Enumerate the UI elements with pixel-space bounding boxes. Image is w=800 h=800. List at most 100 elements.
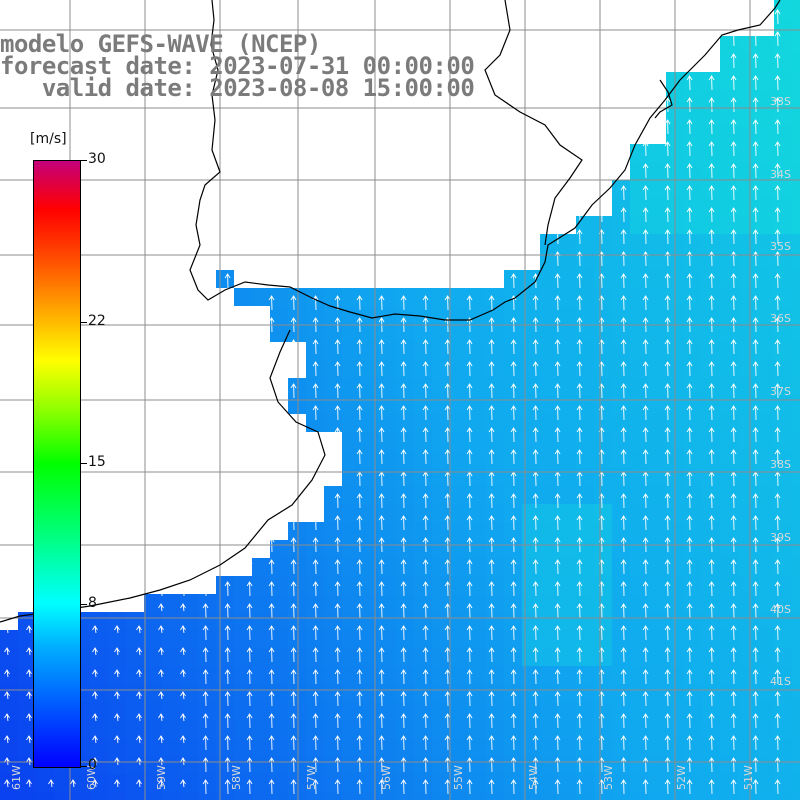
- wind-arrow: [400, 647, 407, 663]
- wind-cell: [540, 234, 558, 252]
- wind-cell: [774, 324, 792, 342]
- wind-cell: [684, 288, 702, 306]
- wind-cell: [558, 756, 576, 774]
- wind-arrow: [378, 779, 385, 795]
- wind-cell: [378, 558, 396, 576]
- wind-arrow: [620, 515, 627, 531]
- wind-cell: [126, 684, 144, 702]
- wind-arrow: [554, 735, 561, 751]
- wind-arrow: [752, 295, 759, 311]
- wind-cell: [342, 486, 360, 504]
- wind-cell: [648, 792, 666, 800]
- wind-arrow: [466, 779, 473, 795]
- wind-cell: [342, 594, 360, 612]
- wind-cell: [594, 396, 612, 414]
- wind-cell: [630, 504, 648, 522]
- wind-cell: [648, 720, 666, 738]
- wind-cell: [792, 252, 800, 270]
- wind-cell: [774, 90, 792, 108]
- wind-arrow: [686, 757, 693, 773]
- wind-arrow: [290, 559, 297, 575]
- wind-cell: [738, 684, 756, 702]
- wind-cell: [738, 162, 756, 180]
- wind-arrow: [708, 141, 715, 157]
- wind-cell: [684, 324, 702, 342]
- wind-cell: [630, 720, 648, 738]
- wind-cell: [180, 702, 198, 720]
- wind-cell: [648, 486, 666, 504]
- wind-cell: [216, 792, 234, 800]
- wind-cell: [774, 504, 792, 522]
- wind-cell: [792, 594, 800, 612]
- wind-cell: [684, 252, 702, 270]
- wind-arrow: [686, 647, 693, 663]
- wind-cell: [702, 720, 720, 738]
- wind-cell: [792, 144, 800, 162]
- wind-arrow: [356, 603, 363, 619]
- wind-cell: [486, 378, 504, 396]
- wind-arrow: [752, 449, 759, 465]
- wind-arrow: [466, 515, 473, 531]
- wind-cell: [792, 216, 800, 234]
- wind-cell: [540, 558, 558, 576]
- wind-cell: [486, 702, 504, 720]
- wind-arrow: [554, 427, 561, 443]
- wind-arrow: [686, 185, 693, 201]
- wind-arrow: [202, 669, 209, 685]
- wind-cell: [684, 216, 702, 234]
- wind-cell: [270, 324, 288, 342]
- wind-arrow: [730, 647, 737, 663]
- wind-cell: [792, 522, 800, 540]
- wind-arrow: [752, 691, 759, 707]
- wind-arrow: [620, 713, 627, 729]
- wind-cell: [18, 666, 36, 684]
- wind-arrow: [136, 691, 142, 700]
- wind-cell: [324, 540, 342, 558]
- wind-cell: [792, 468, 800, 486]
- wind-cell: [576, 378, 594, 396]
- wind-cell: [540, 468, 558, 486]
- wind-cell: [468, 756, 486, 774]
- wind-cell: [540, 612, 558, 630]
- wind-arrow: [26, 603, 32, 612]
- wind-arrow: [642, 273, 649, 289]
- wind-cell: [576, 396, 594, 414]
- wind-cell: [576, 540, 594, 558]
- wind-cell: [504, 594, 522, 612]
- wind-arrow: [202, 647, 209, 663]
- wind-arrow: [290, 515, 297, 531]
- wind-arrow: [466, 273, 473, 289]
- wind-cell: [558, 486, 576, 504]
- wind-arrow: [378, 757, 385, 773]
- wind-cell: [216, 594, 234, 612]
- coastline-brazil: [654, 79, 673, 119]
- wind-cell: [720, 468, 738, 486]
- wind-cell: [270, 720, 288, 738]
- wind-cell: [612, 738, 630, 756]
- wind-cell: [720, 198, 738, 216]
- wind-cell: [558, 792, 576, 800]
- wind-cell: [612, 378, 630, 396]
- wind-arrow: [708, 207, 715, 223]
- wind-cell: [774, 756, 792, 774]
- wind-cell: [162, 612, 180, 630]
- wind-cell: [216, 270, 234, 288]
- wind-arrow: [642, 405, 649, 421]
- wind-arrow: [752, 141, 759, 157]
- wind-cell: [648, 666, 666, 684]
- wind-cell: [684, 414, 702, 432]
- wind-arrow: [290, 361, 297, 377]
- wind-cell: [792, 756, 800, 774]
- wind-cell: [432, 774, 450, 792]
- wind-cell: [252, 288, 270, 306]
- wind-cell: [612, 486, 630, 504]
- wind-arrow: [554, 669, 561, 685]
- wind-arrow: [202, 581, 209, 597]
- wind-cell: [540, 792, 558, 800]
- wind-cell: [90, 792, 108, 800]
- wind-cell: [90, 648, 108, 666]
- wind-cell: [216, 612, 234, 630]
- wind-arrow: [312, 405, 319, 421]
- wind-arrow: [708, 581, 715, 597]
